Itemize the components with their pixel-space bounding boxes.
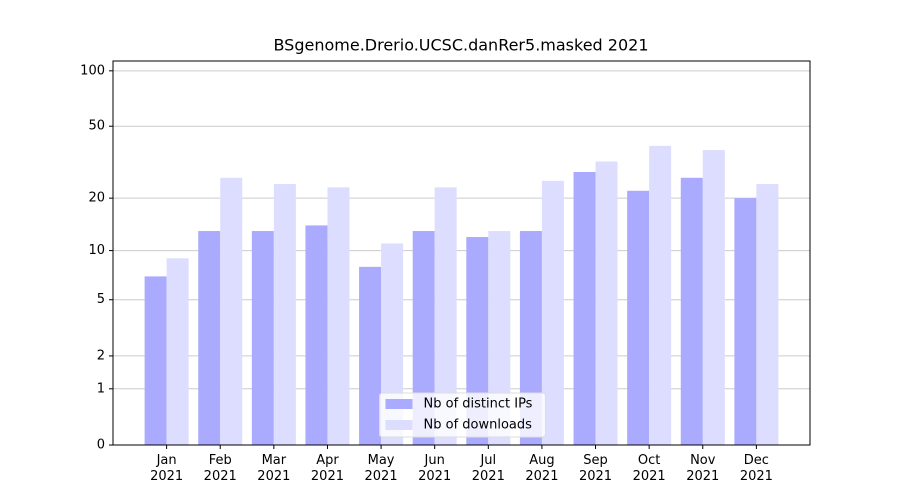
bar [273,184,296,446]
x-tick-label: Dec 2021 [739,453,773,484]
bar [198,231,221,445]
x-tick-label: Jan 2021 [150,453,184,484]
bar [144,276,167,445]
x-tick-label: May 2021 [364,453,398,484]
bar [595,161,618,445]
plot-frame [112,60,811,446]
y-tick-label: 10 [88,243,105,258]
bar [649,145,672,446]
chart-title: BSgenome.Drerio.UCSC.danRer5.masked 2021 [273,36,648,55]
legend-box [379,392,546,438]
x-tick-label: Jun 2021 [418,453,452,484]
bar [627,190,650,445]
x-tick-label: Jul 2021 [471,453,505,484]
bar [756,184,779,446]
x-tick-label: Oct 2021 [632,453,666,484]
legend-swatch [385,399,413,409]
legend-label: Nb of downloads [424,418,533,433]
x-tick-label: Feb 2021 [203,453,237,484]
bar [488,231,511,445]
bar [251,231,274,445]
bar [434,187,457,445]
y-tick-label: 100 [80,63,105,78]
legend-label: Nb of distinct IPs [424,397,533,412]
x-tick-label: Aug 2021 [525,453,559,484]
bar [412,231,435,445]
y-tick-label: 5 [97,292,105,307]
bar [327,187,350,445]
bar [220,177,243,445]
bar [734,198,757,445]
y-tick-label: 1 [97,381,105,396]
bar [359,266,382,445]
legend-swatch [385,420,413,430]
bar [519,231,542,445]
x-tick-label: Sep 2021 [578,453,613,484]
x-tick-label: Mar 2021 [257,453,291,484]
y-tick-label: 2 [97,348,105,363]
x-tick-label: Apr 2021 [310,453,344,484]
bar [166,258,189,445]
y-tick-label: 20 [88,191,105,206]
bar [305,225,328,445]
bar [573,171,596,445]
x-tick-label: Nov 2021 [686,453,720,484]
bar [680,177,703,445]
bar [702,150,725,445]
y-tick-label: 0 [97,438,105,453]
bar [541,180,564,446]
y-tick-label: 50 [88,119,105,134]
